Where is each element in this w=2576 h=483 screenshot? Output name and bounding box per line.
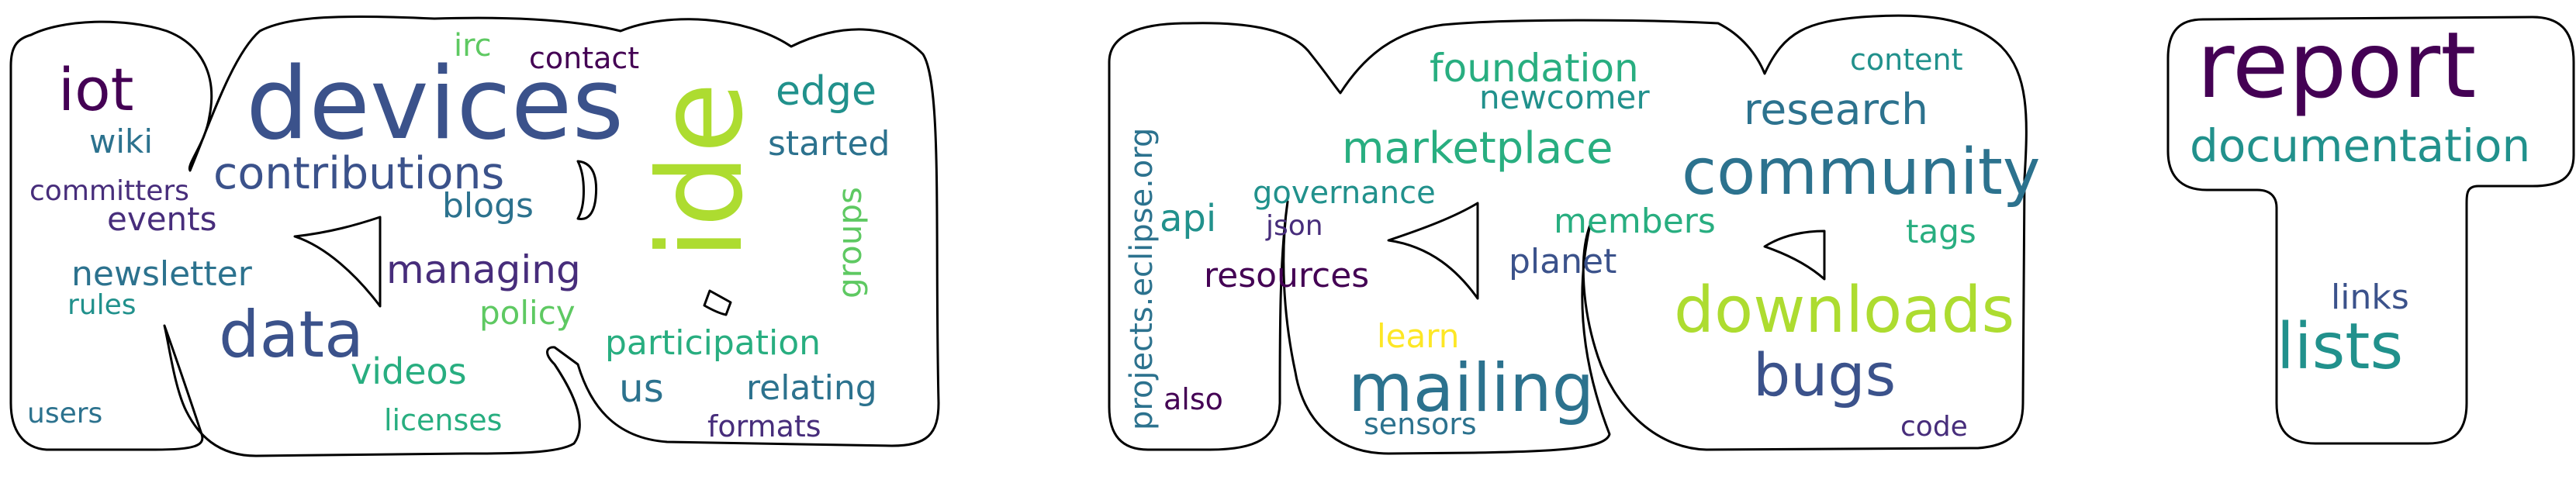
word-formats: formats [707, 409, 821, 443]
letter-k-outline [9, 15, 940, 457]
letter-k-words: devices ide iot contributions data edge … [27, 28, 890, 443]
word-participation: participation [605, 323, 821, 363]
word-contact: contact [529, 41, 639, 75]
word-wiki: wiki [89, 122, 153, 160]
word-planet: planet [1509, 242, 1616, 281]
word-code: code [1900, 411, 1968, 443]
word-videos: videos [351, 350, 467, 392]
word-irc: irc [454, 28, 492, 64]
word-json: json [1265, 210, 1323, 242]
letter-m-words: projects.eclipse.org foundation newcomer… [1124, 43, 2040, 443]
word-relating: relating [746, 368, 877, 408]
letter-k-bump [576, 160, 598, 221]
word-content: content [1850, 43, 1963, 77]
word-bugs: bugs [1753, 340, 1896, 409]
word-governance: governance [1253, 175, 1436, 211]
word-started: started [768, 124, 890, 164]
letter-k-shape [9, 15, 940, 457]
word-users: users [27, 398, 102, 430]
word-us: us [619, 366, 664, 411]
word-newsletter: newsletter [71, 254, 253, 294]
word-projects-eclipse-org: projects.eclipse.org [1124, 128, 1160, 430]
word-sensors: sensors [1364, 407, 1477, 441]
word-devices: devices [246, 47, 624, 162]
word-groups: groups [831, 187, 869, 298]
word-community: community [1682, 136, 2040, 209]
word-links: links [2331, 278, 2409, 317]
letter-t-outline [2166, 16, 2575, 445]
word-downloads: downloads [1674, 274, 2014, 347]
letter-m-notch-right [1763, 229, 1826, 281]
word-lists: lists [2277, 310, 2403, 384]
word-contributions: contributions [213, 148, 504, 199]
word-also: also [1164, 382, 1223, 416]
word-blogs: blogs [442, 186, 534, 226]
word-data: data [219, 297, 364, 372]
word-research: research [1744, 85, 1928, 134]
word-managing: managing [386, 247, 581, 292]
word-rules: rules [67, 289, 137, 321]
letter-t-words: report documentation links lists [2190, 12, 2530, 384]
word-ide: ide [634, 82, 769, 260]
word-learn: learn [1377, 317, 1459, 355]
letter-k-notch [293, 216, 382, 308]
word-tags: tags [1906, 212, 1976, 250]
letter-m-outline [1108, 14, 2028, 455]
word-api: api [1160, 197, 1216, 240]
letter-k-dot [703, 289, 732, 316]
letter-m-shape [1108, 14, 2028, 455]
word-marketplace: marketplace [1342, 123, 1613, 174]
word-events: events [107, 200, 217, 238]
word-resources: resources [1204, 256, 1369, 295]
letter-m-notch-left [1387, 202, 1479, 300]
letter-t-shape [2166, 16, 2575, 445]
word-newcomer: newcomer [1479, 78, 1650, 116]
word-licenses: licenses [384, 403, 502, 437]
word-mailing: mailing [1348, 350, 1594, 427]
word-documentation: documentation [2190, 119, 2530, 172]
word-foundation: foundation [1430, 46, 1639, 91]
word-policy: policy [479, 294, 576, 332]
word-edge: edge [776, 68, 877, 115]
word-members: members [1554, 202, 1716, 241]
word-iot: iot [58, 55, 133, 124]
word-committers: committers [29, 175, 189, 207]
word-report: report [2197, 12, 2476, 119]
